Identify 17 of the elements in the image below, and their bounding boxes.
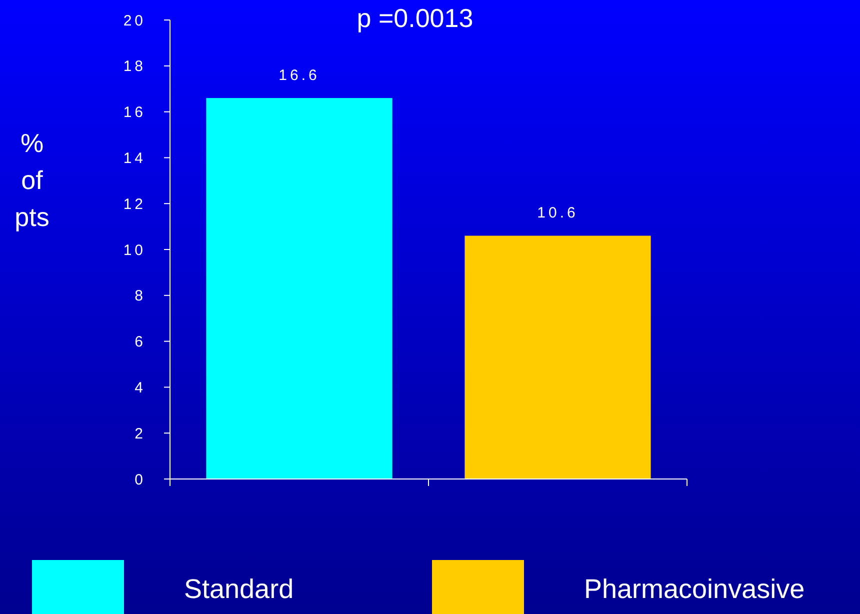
y-tick-label: 10 — [123, 242, 146, 259]
data-label: 16.6 — [278, 67, 320, 84]
chart-title: p =0.0013 — [356, 3, 474, 34]
y-tick-label: 16 — [123, 104, 146, 122]
y-tick-label: 6 — [134, 334, 146, 351]
y-axis-title: % of pts — [14, 128, 50, 232]
y-tick-label: 14 — [123, 150, 146, 167]
legend-label: Standard — [184, 574, 294, 604]
y-tick-label: 4 — [134, 379, 146, 396]
legend-label: Pharmacoinvasive — [584, 574, 805, 604]
y-tick-label: 2 — [134, 425, 146, 442]
y-tick-label: 0 — [134, 471, 146, 488]
y-tick-label: 12 — [123, 196, 146, 213]
y-tick-label: 8 — [134, 288, 146, 305]
y-tick-label: 20 — [123, 12, 146, 30]
y-tick-label: 18 — [123, 58, 146, 76]
data-label: 10.6 — [537, 204, 578, 222]
